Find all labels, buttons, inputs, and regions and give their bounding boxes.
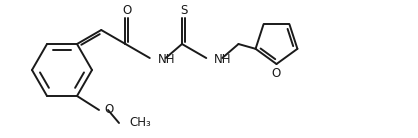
Text: CH₃: CH₃ <box>129 116 151 129</box>
Text: O: O <box>272 67 281 79</box>
Text: O: O <box>122 4 132 17</box>
Text: NH: NH <box>158 53 175 66</box>
Text: O: O <box>104 104 114 116</box>
Text: S: S <box>180 4 187 17</box>
Text: NH: NH <box>214 53 232 66</box>
